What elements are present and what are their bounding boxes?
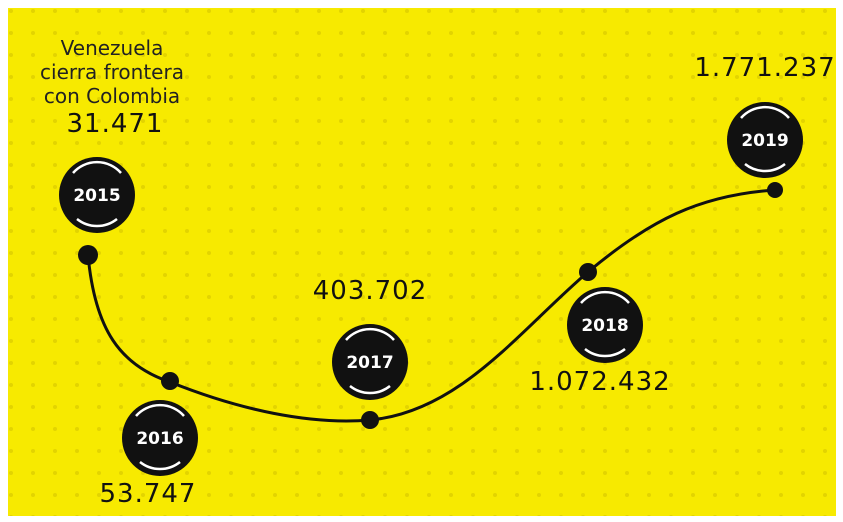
year-label: 2016 bbox=[136, 429, 183, 449]
annotation-line: Venezuela bbox=[61, 36, 164, 60]
value-label: 1.771.237 bbox=[694, 53, 835, 83]
bubble-shine bbox=[139, 461, 181, 471]
year-label: 2015 bbox=[73, 186, 120, 206]
annotation-line: cierra frontera bbox=[40, 60, 184, 84]
bubble-shine bbox=[740, 105, 790, 119]
point bbox=[161, 372, 179, 390]
bubble-shine bbox=[349, 385, 391, 395]
bubble bbox=[332, 324, 408, 400]
bubble-shine bbox=[76, 218, 118, 228]
point bbox=[767, 182, 783, 198]
bubble-shine bbox=[580, 290, 630, 304]
annotation: Venezuela cierra frontera con Colombia bbox=[40, 36, 184, 108]
point bbox=[78, 245, 98, 265]
year-label: 2018 bbox=[581, 316, 628, 336]
point bbox=[579, 263, 597, 281]
year-label: 2019 bbox=[741, 131, 788, 151]
year-label: 2017 bbox=[346, 353, 393, 373]
annotation-line: con Colombia bbox=[44, 84, 180, 108]
value-label: 31.471 bbox=[67, 109, 164, 139]
bubble bbox=[59, 157, 135, 233]
bubble-shine bbox=[345, 327, 395, 341]
value-label: 1.072.432 bbox=[529, 367, 670, 397]
bubble-shine bbox=[72, 160, 122, 174]
value-label: 53.747 bbox=[100, 479, 197, 509]
bubble-shine bbox=[584, 348, 626, 358]
bubble-shine bbox=[135, 403, 185, 417]
value-label: 403.702 bbox=[313, 276, 428, 306]
bubble bbox=[567, 287, 643, 363]
curve-points bbox=[78, 182, 783, 429]
bubble bbox=[122, 400, 198, 476]
year-bubbles: 2015 31.471 2016 53.747 2017 403.702 2018 1.072… bbox=[59, 53, 835, 509]
bubble bbox=[727, 102, 803, 178]
bubble-shine bbox=[744, 163, 786, 173]
point bbox=[361, 411, 379, 429]
